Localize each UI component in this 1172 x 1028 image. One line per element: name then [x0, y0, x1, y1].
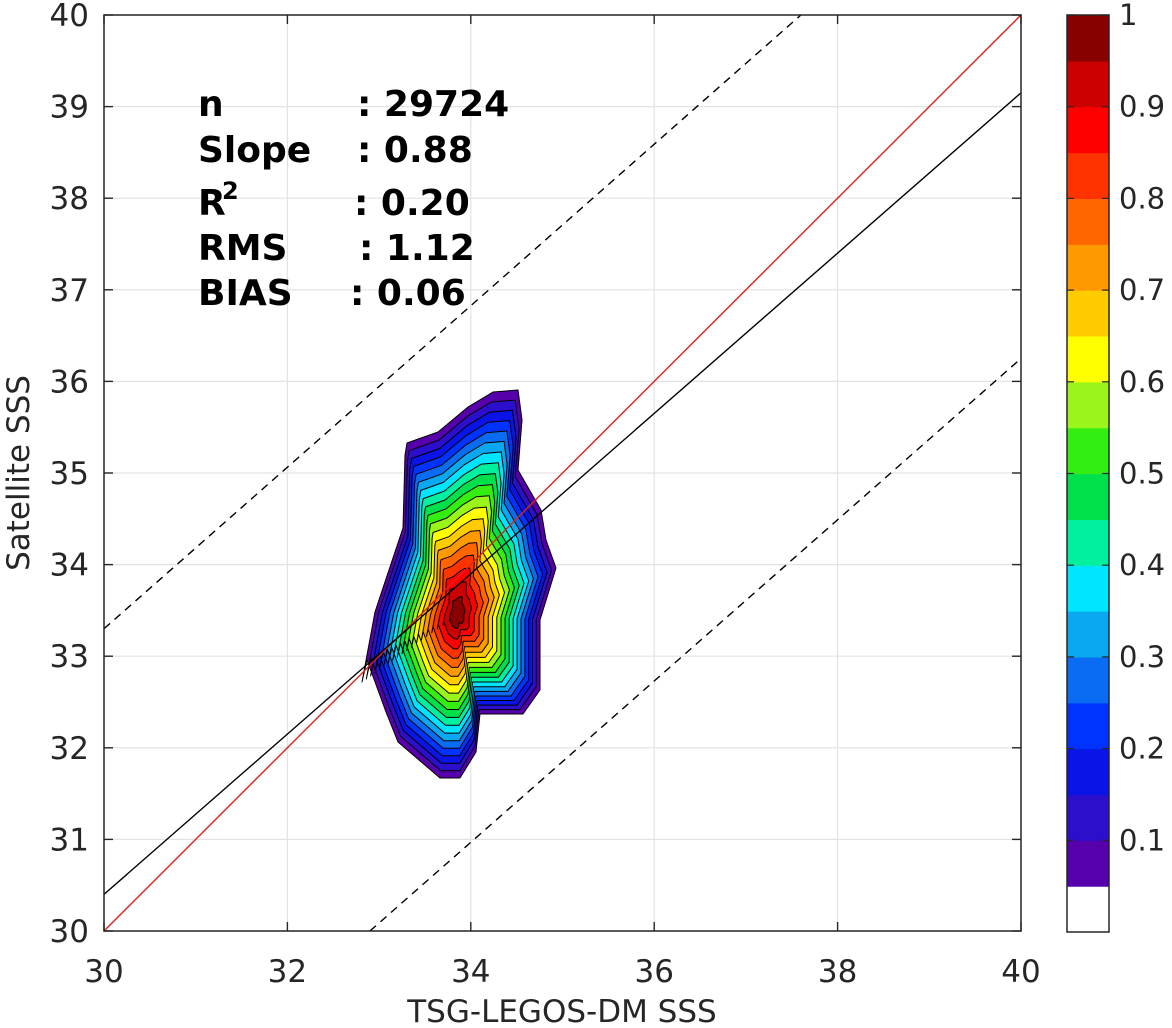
x-axis-tick-labels: 30 32 34 36 38 40 — [84, 954, 1040, 990]
colorbar-segment — [1067, 290, 1109, 337]
y-tick-label: 36 — [50, 364, 89, 400]
colorbar-segment — [1067, 106, 1109, 154]
x-tick-label: 30 — [84, 954, 123, 990]
stat-bias-label: BIAS — [198, 273, 293, 314]
colorbar-ticks: 0.1 0.2 0.3 0.4 0.5 0.6 0.7 0.8 0.9 1 — [1067, 0, 1165, 857]
y-axis-title: Satellite SSS — [1, 375, 37, 571]
line-1-1 — [104, 15, 1021, 931]
stat-r2-value: : 0.20 — [354, 183, 470, 224]
stat-slope-label: Slope — [198, 130, 311, 171]
x-tick-label: 32 — [268, 954, 307, 990]
y-tick-label: 34 — [50, 548, 89, 584]
y-tick-label: 40 — [50, 0, 89, 34]
x-tick-label: 40 — [1001, 954, 1040, 990]
stat-r2-superscript: 2 — [222, 177, 239, 205]
colorbar-tick-label: 0.1 — [1119, 823, 1165, 857]
colorbar-tick-label: 0.3 — [1119, 640, 1165, 674]
y-axis-tick-labels: 30 31 32 33 34 35 36 37 38 39 40 — [50, 0, 89, 950]
stat-n-label: n — [198, 84, 224, 125]
colorbar-segment — [1067, 198, 1109, 245]
colorbar-segment — [1067, 519, 1109, 566]
colorbar-segment — [1067, 565, 1109, 612]
y-tick-label: 37 — [50, 273, 89, 309]
colorbar-segment — [1067, 886, 1109, 933]
colorbar-segment — [1067, 427, 1109, 475]
colorbar-segment — [1067, 473, 1109, 520]
colorbar-segment — [1067, 656, 1109, 704]
y-tick-label: 33 — [50, 639, 89, 675]
axis-ticks — [103, 14, 1022, 932]
colorbar-tick-label: 0.4 — [1119, 548, 1165, 582]
y-tick-label: 38 — [50, 181, 89, 217]
colorbar-tick-label: 0.2 — [1119, 732, 1165, 766]
colorbar-tick-label: 0.6 — [1119, 365, 1165, 399]
x-tick-label: 38 — [818, 954, 857, 990]
y-tick-label: 39 — [50, 90, 89, 126]
colorbar-tick-label: 0.9 — [1119, 90, 1165, 124]
colorbar-segment — [1067, 611, 1109, 658]
stat-n-value: : 29724 — [357, 84, 509, 125]
x-tick-label: 36 — [634, 954, 673, 990]
stat-rms-value: : 1.12 — [359, 228, 475, 269]
colorbar-tick-label: 0.5 — [1119, 457, 1165, 491]
stat-slope-value: : 0.88 — [357, 130, 473, 171]
colorbar-segment — [1067, 702, 1109, 750]
y-tick-label: 35 — [50, 456, 89, 492]
colorbar-segment — [1067, 60, 1109, 108]
x-axis-title: TSG-LEGOS-DM SSS — [406, 994, 716, 1028]
colorbar-segment — [1067, 244, 1109, 291]
stat-r2-label: R — [198, 183, 226, 224]
colorbar-tick-label: 0.8 — [1119, 181, 1165, 215]
reference-lines — [104, 15, 1021, 931]
colorbar-segment — [1067, 381, 1109, 429]
colorbar — [1067, 15, 1109, 933]
colorbar-segment — [1067, 15, 1109, 62]
colorbar-tick-label: 0.7 — [1119, 273, 1165, 307]
colorbar-segment — [1067, 748, 1109, 796]
line-upper-bound — [104, 15, 802, 630]
stats-box: n : 29724 Slope : 0.88 R 2 : 0.20 RMS : … — [198, 84, 509, 314]
colorbar-segment — [1067, 840, 1109, 887]
x-tick-label: 34 — [451, 954, 490, 990]
colorbar-segment — [1067, 335, 1109, 383]
line-regression — [104, 92, 1021, 895]
density-contours — [361, 389, 557, 779]
y-tick-label: 31 — [50, 822, 89, 858]
stat-rms-label: RMS — [198, 228, 287, 269]
stat-bias-value: : 0.06 — [350, 273, 466, 314]
y-tick-label: 30 — [50, 914, 89, 950]
colorbar-tick-label: 1 — [1119, 0, 1137, 32]
line-lower-bound — [369, 357, 1021, 931]
y-tick-label: 32 — [50, 731, 89, 767]
colorbar-segment — [1067, 152, 1109, 199]
contour-level-0.95 — [448, 596, 466, 629]
colorbar-segment — [1067, 794, 1109, 841]
